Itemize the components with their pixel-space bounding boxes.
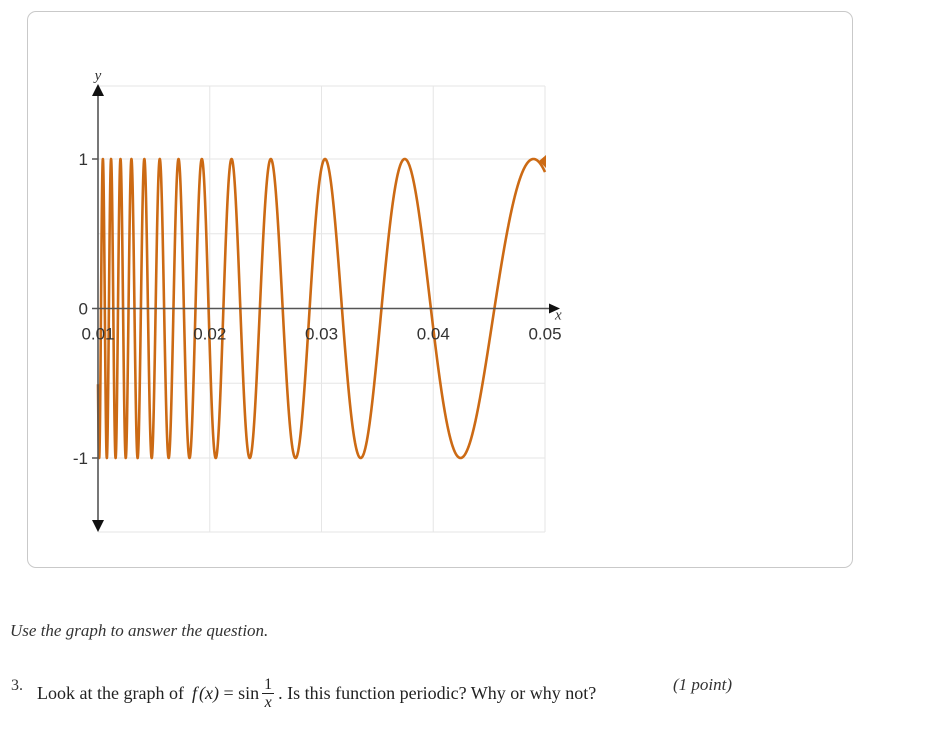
x-tick-label-0: 0.01 bbox=[81, 325, 114, 344]
x-tick-label-1: 0.02 bbox=[193, 325, 226, 344]
y-tick-label-0: -1 bbox=[73, 449, 88, 468]
x-tick-label-2: 0.03 bbox=[305, 325, 338, 344]
y-axis-arrow-down bbox=[92, 520, 104, 532]
y-axis-arrow-up bbox=[92, 84, 104, 96]
question-suffix: . Is this function periodic? Why or why … bbox=[278, 683, 597, 703]
series-line bbox=[96, 157, 547, 460]
y-tick-label-2: 1 bbox=[79, 150, 88, 169]
series-end-arrow bbox=[539, 155, 546, 168]
points-label: (1 point) bbox=[673, 675, 733, 694]
y-axis-label: y bbox=[93, 68, 102, 84]
x-axis-label: x bbox=[554, 308, 562, 324]
graph-card: -1 0 1 0.01 0.02 0.03 0.04 0.05 x y bbox=[27, 11, 853, 568]
instruction-text: Use the graph to answer the question. bbox=[10, 621, 269, 640]
x-tick-label-4: 0.05 bbox=[528, 325, 561, 344]
y-tick-label-1: 0 bbox=[79, 300, 88, 319]
function-equals: = sin bbox=[218, 683, 260, 703]
x-axis-arrow bbox=[549, 303, 560, 314]
fraction: 1 x bbox=[262, 676, 275, 711]
question-number: 3. bbox=[11, 677, 23, 694]
question-text: Look at the graph of f (x) = sin 1 x . I… bbox=[37, 676, 596, 711]
function-argument: (x) bbox=[198, 683, 219, 703]
fraction-denominator: x bbox=[264, 694, 272, 711]
fraction-numerator: 1 bbox=[264, 676, 273, 693]
question-prefix: Look at the graph of bbox=[37, 683, 184, 703]
fraction-bar bbox=[262, 693, 275, 694]
x-tick-label-3: 0.04 bbox=[417, 325, 450, 344]
function-name: f bbox=[191, 683, 197, 703]
chart: -1 0 1 0.01 0.02 0.03 0.04 0.05x y bbox=[73, 68, 562, 533]
